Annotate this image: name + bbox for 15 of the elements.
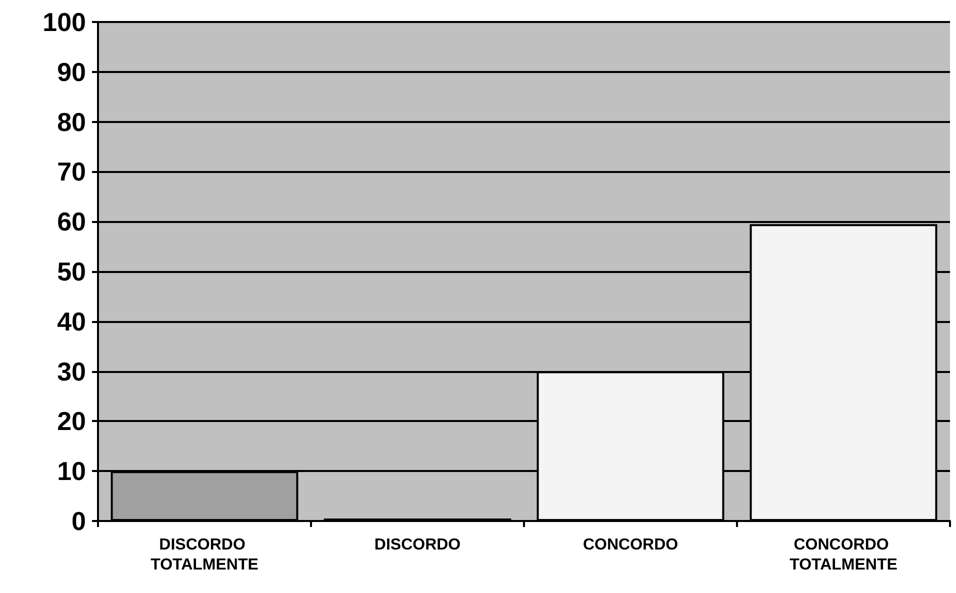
- y-tick-label: 50: [57, 256, 86, 286]
- y-tick-label: 90: [57, 56, 86, 87]
- x-tick-label: CONCORDO: [582, 536, 678, 554]
- y-tick-label: 80: [57, 106, 86, 137]
- x-tick-label: DISCORDO: [374, 536, 461, 554]
- y-tick-label: 30: [57, 356, 86, 386]
- y-tick-label: 100: [42, 7, 86, 37]
- y-tick-label: 0: [72, 506, 86, 536]
- y-tick-label: 70: [57, 156, 86, 187]
- y-tick-label: 10: [57, 456, 86, 486]
- y-tick-label: 40: [57, 306, 86, 336]
- x-tick-label: DISCORDO TOTALMENTE: [150, 536, 259, 574]
- y-tick-label: 60: [57, 206, 86, 237]
- x-tick-label: CONCORDO TOTALMENTE: [790, 536, 898, 574]
- y-tick-label: 20: [57, 406, 86, 436]
